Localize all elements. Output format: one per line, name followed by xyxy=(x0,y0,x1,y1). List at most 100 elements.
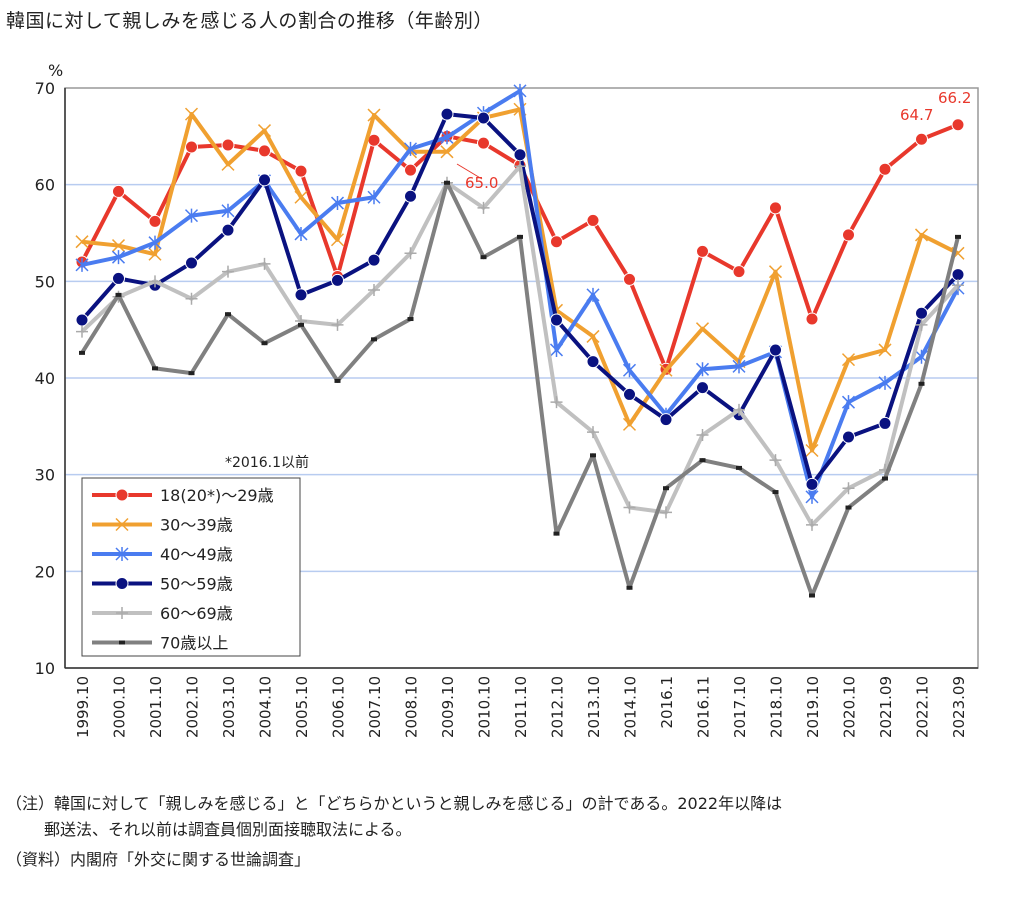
data-point xyxy=(75,235,89,249)
legend-item: 18(20*)～29歳 xyxy=(92,486,274,505)
y-tick-label: 70 xyxy=(35,79,55,98)
y-tick-label: 10 xyxy=(35,659,55,678)
data-point xyxy=(404,163,417,177)
data-point xyxy=(878,375,892,390)
data-point xyxy=(115,577,129,590)
x-tick-label: 2023.09 xyxy=(950,676,968,738)
annotation-leader xyxy=(456,163,483,180)
data-point xyxy=(951,268,965,282)
data-point xyxy=(517,234,523,239)
source-note: （資料）内閣府「外交に関する世論調査」 xyxy=(6,850,311,869)
legend-note: *2016.1以前 xyxy=(225,454,309,471)
data-point xyxy=(184,107,199,121)
data-point xyxy=(111,239,126,253)
x-tick-label: 2018.10 xyxy=(768,676,786,738)
data-point xyxy=(622,417,637,431)
data-point xyxy=(590,453,596,458)
data-point xyxy=(769,201,782,215)
data-point xyxy=(221,157,235,171)
x-tick-label: 2017.10 xyxy=(731,676,749,738)
data-point xyxy=(626,585,633,590)
data-point xyxy=(695,362,710,377)
data-point xyxy=(915,132,928,146)
data-point xyxy=(878,162,892,176)
data-point xyxy=(294,164,308,178)
data-point xyxy=(334,378,341,383)
data-point xyxy=(696,244,709,258)
data-point xyxy=(440,130,454,145)
legend: 18(20*)～29歳 30～39歳 40～49歳 50～59歳 60～69歳 70歳以上 xyxy=(81,477,301,657)
annotation-2022: 64.7 xyxy=(900,106,933,124)
legend-label: 30～39歳 xyxy=(160,516,233,535)
data-point xyxy=(404,189,417,203)
data-point xyxy=(119,640,125,645)
legend-item: 70歳以上 xyxy=(92,634,228,653)
data-point xyxy=(112,271,125,285)
y-tick-label: 20 xyxy=(35,562,55,581)
data-point xyxy=(623,501,636,514)
data-point xyxy=(225,312,231,317)
data-point xyxy=(513,83,527,98)
data-point xyxy=(841,395,856,410)
data-point xyxy=(695,322,710,336)
data-point xyxy=(258,144,271,158)
x-tick-label: 2022.10 xyxy=(914,676,932,738)
data-point xyxy=(115,292,122,297)
data-point xyxy=(115,547,129,561)
legend-item: 30～39歳 xyxy=(92,516,233,535)
data-point xyxy=(586,287,600,302)
data-point xyxy=(769,454,782,467)
x-tick-label: 2012.10 xyxy=(549,676,567,738)
x-tick-label: 2010.10 xyxy=(476,676,494,738)
data-point xyxy=(185,140,198,154)
data-point xyxy=(514,160,526,173)
data-point xyxy=(586,213,600,227)
data-point xyxy=(586,355,600,369)
data-point xyxy=(368,284,380,297)
data-point xyxy=(805,489,819,504)
series-line xyxy=(75,102,965,458)
data-point xyxy=(842,228,855,242)
x-tick-label: 1999.10 xyxy=(74,676,92,738)
x-tick-label: 2007.10 xyxy=(366,676,384,738)
legend-label: 50～59歳 xyxy=(160,575,233,594)
data-point xyxy=(586,329,600,343)
series-path xyxy=(80,164,960,527)
data-point xyxy=(75,313,89,327)
data-point xyxy=(185,256,198,270)
data-point xyxy=(371,337,377,342)
data-point xyxy=(75,257,89,272)
data-point xyxy=(809,593,815,598)
data-point xyxy=(805,477,819,491)
data-point xyxy=(878,343,892,357)
data-point xyxy=(549,342,564,357)
x-tick-label: 2001.10 xyxy=(147,676,165,738)
data-point xyxy=(403,141,418,156)
data-point xyxy=(477,111,490,125)
data-point xyxy=(659,363,673,377)
data-point xyxy=(550,313,563,327)
data-point xyxy=(914,228,929,242)
data-point xyxy=(918,381,925,386)
data-point xyxy=(842,482,855,495)
x-tick-label: 2021.09 xyxy=(877,676,895,738)
data-point xyxy=(367,253,381,267)
data-point xyxy=(663,486,669,491)
x-tick-label: 2005.10 xyxy=(293,676,311,738)
data-point xyxy=(878,416,892,430)
data-point xyxy=(842,430,855,444)
data-point xyxy=(330,233,345,247)
data-point xyxy=(367,190,381,205)
x-tick-label: 2020.10 xyxy=(841,676,859,738)
note-line-2: 郵送法、それ以前は調査員個別面接聴取法による。 xyxy=(44,820,412,839)
legend-item: 50～59歳 xyxy=(92,575,233,594)
data-point xyxy=(772,490,779,495)
data-point xyxy=(768,265,783,279)
data-point xyxy=(294,226,308,241)
data-point xyxy=(623,272,636,286)
y-tick-label: 50 xyxy=(35,272,55,291)
legend-item: 60～69歳 xyxy=(92,604,233,623)
data-point xyxy=(622,363,637,378)
x-tick-label: 2013.10 xyxy=(585,676,603,738)
data-point xyxy=(184,208,199,223)
